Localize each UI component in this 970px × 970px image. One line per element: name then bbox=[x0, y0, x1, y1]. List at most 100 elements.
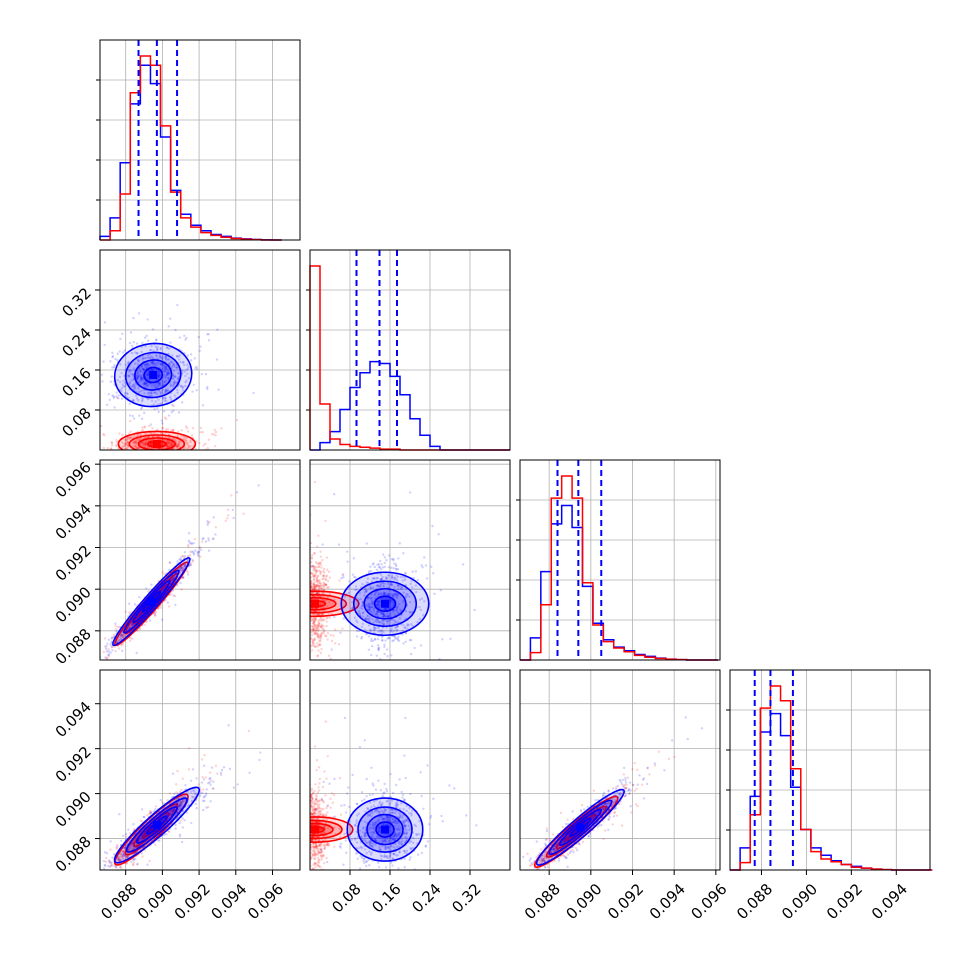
scatter-point bbox=[389, 599, 392, 603]
scatter-point bbox=[321, 584, 325, 587]
scatter-point bbox=[186, 573, 190, 576]
scatter-point bbox=[313, 632, 317, 636]
scatter-point bbox=[154, 363, 157, 366]
scatter-point bbox=[324, 578, 328, 582]
scatter-point bbox=[120, 440, 123, 443]
scatter-point bbox=[139, 614, 142, 617]
scatter-point bbox=[312, 638, 315, 641]
scatter-point bbox=[320, 586, 323, 590]
scatter-point bbox=[187, 460, 189, 462]
scatter-point bbox=[150, 399, 154, 402]
scatter-point bbox=[306, 628, 308, 630]
scatter-point bbox=[171, 376, 174, 380]
scatter-point bbox=[161, 356, 164, 359]
scatter-point bbox=[376, 610, 379, 613]
scatter-point bbox=[150, 450, 152, 452]
scatter-point bbox=[124, 453, 126, 455]
scatter-point bbox=[172, 369, 176, 373]
scatter-point bbox=[295, 601, 297, 603]
scatter-point bbox=[306, 574, 308, 576]
scatter-point bbox=[405, 592, 408, 596]
scatter-point bbox=[107, 655, 110, 658]
scatter-point bbox=[405, 595, 408, 598]
scatter-point bbox=[399, 575, 403, 579]
scatter-point bbox=[383, 592, 386, 595]
scatter-point bbox=[144, 442, 147, 445]
scatter-point bbox=[172, 381, 175, 384]
scatter-point bbox=[118, 638, 121, 642]
scatter-point bbox=[162, 457, 164, 459]
scatter-point bbox=[158, 374, 161, 378]
scatter-point bbox=[167, 414, 171, 417]
scatter-point bbox=[199, 345, 202, 348]
scatter-point bbox=[149, 383, 153, 386]
scatter-point bbox=[167, 441, 170, 444]
scatter-point bbox=[346, 550, 349, 553]
scatter-point bbox=[123, 474, 125, 476]
scatter-point bbox=[110, 641, 113, 645]
scatter-point bbox=[130, 351, 134, 355]
scatter-point bbox=[169, 441, 173, 445]
scatter-point bbox=[310, 649, 314, 652]
scatter-point bbox=[150, 361, 153, 364]
scatter-point bbox=[115, 629, 118, 633]
scatter-point bbox=[393, 576, 396, 579]
scatter-point bbox=[151, 443, 154, 446]
scatter-point bbox=[159, 363, 163, 366]
scatter-point bbox=[166, 371, 169, 375]
scatter-point bbox=[194, 549, 197, 552]
scatter-point bbox=[381, 582, 385, 585]
scatter-point bbox=[389, 598, 393, 601]
scatter-point bbox=[206, 387, 209, 391]
scatter-point bbox=[152, 453, 154, 455]
scatter-point bbox=[315, 665, 317, 667]
scatter-point bbox=[148, 451, 150, 453]
scatter-point bbox=[325, 604, 329, 608]
scatter-point bbox=[148, 453, 150, 455]
scatter-point bbox=[125, 444, 128, 447]
scatter-point bbox=[301, 598, 303, 600]
scatter-point bbox=[400, 586, 403, 590]
scatter-point bbox=[127, 848, 130, 851]
scatter-point bbox=[310, 628, 313, 631]
scatter-point bbox=[143, 443, 146, 447]
scatter-point bbox=[389, 606, 393, 610]
scatter-point bbox=[115, 847, 119, 850]
scatter-point bbox=[115, 641, 119, 644]
scatter-point bbox=[130, 624, 133, 627]
scatter-point bbox=[128, 611, 131, 614]
scatter-point bbox=[164, 357, 168, 360]
scatter-point bbox=[137, 359, 141, 362]
scatter-point bbox=[143, 623, 146, 626]
scatter-point bbox=[150, 455, 152, 457]
scatter-point bbox=[314, 681, 316, 683]
scatter-point bbox=[157, 382, 160, 385]
scatter-point bbox=[158, 383, 162, 386]
scatter-point bbox=[109, 651, 112, 654]
scatter-point bbox=[354, 576, 357, 579]
scatter-point bbox=[173, 394, 177, 397]
scatter-point bbox=[307, 607, 309, 609]
scatter-point bbox=[318, 622, 321, 625]
scatter-point bbox=[252, 391, 255, 395]
scatter-point bbox=[171, 577, 175, 580]
scatter-point bbox=[101, 380, 104, 383]
scatter-point bbox=[395, 574, 398, 577]
scatter-point bbox=[139, 376, 142, 379]
scatter-point bbox=[126, 876, 128, 878]
scatter-point bbox=[146, 318, 149, 321]
scatter-point bbox=[160, 402, 163, 405]
panel-0-1 bbox=[100, 250, 300, 476]
scatter-point bbox=[374, 627, 378, 630]
scatter-point bbox=[388, 599, 392, 603]
scatter-point bbox=[404, 595, 408, 599]
scatter-point bbox=[117, 394, 120, 397]
scatter-point bbox=[393, 613, 397, 616]
scatter-point bbox=[201, 776, 204, 779]
panel-frame bbox=[99, 249, 301, 451]
density-peak-blue bbox=[147, 597, 156, 606]
scatter-point bbox=[304, 582, 306, 584]
scatter-point bbox=[317, 584, 320, 588]
scatter-point bbox=[311, 565, 314, 568]
scatter-point bbox=[399, 609, 403, 613]
